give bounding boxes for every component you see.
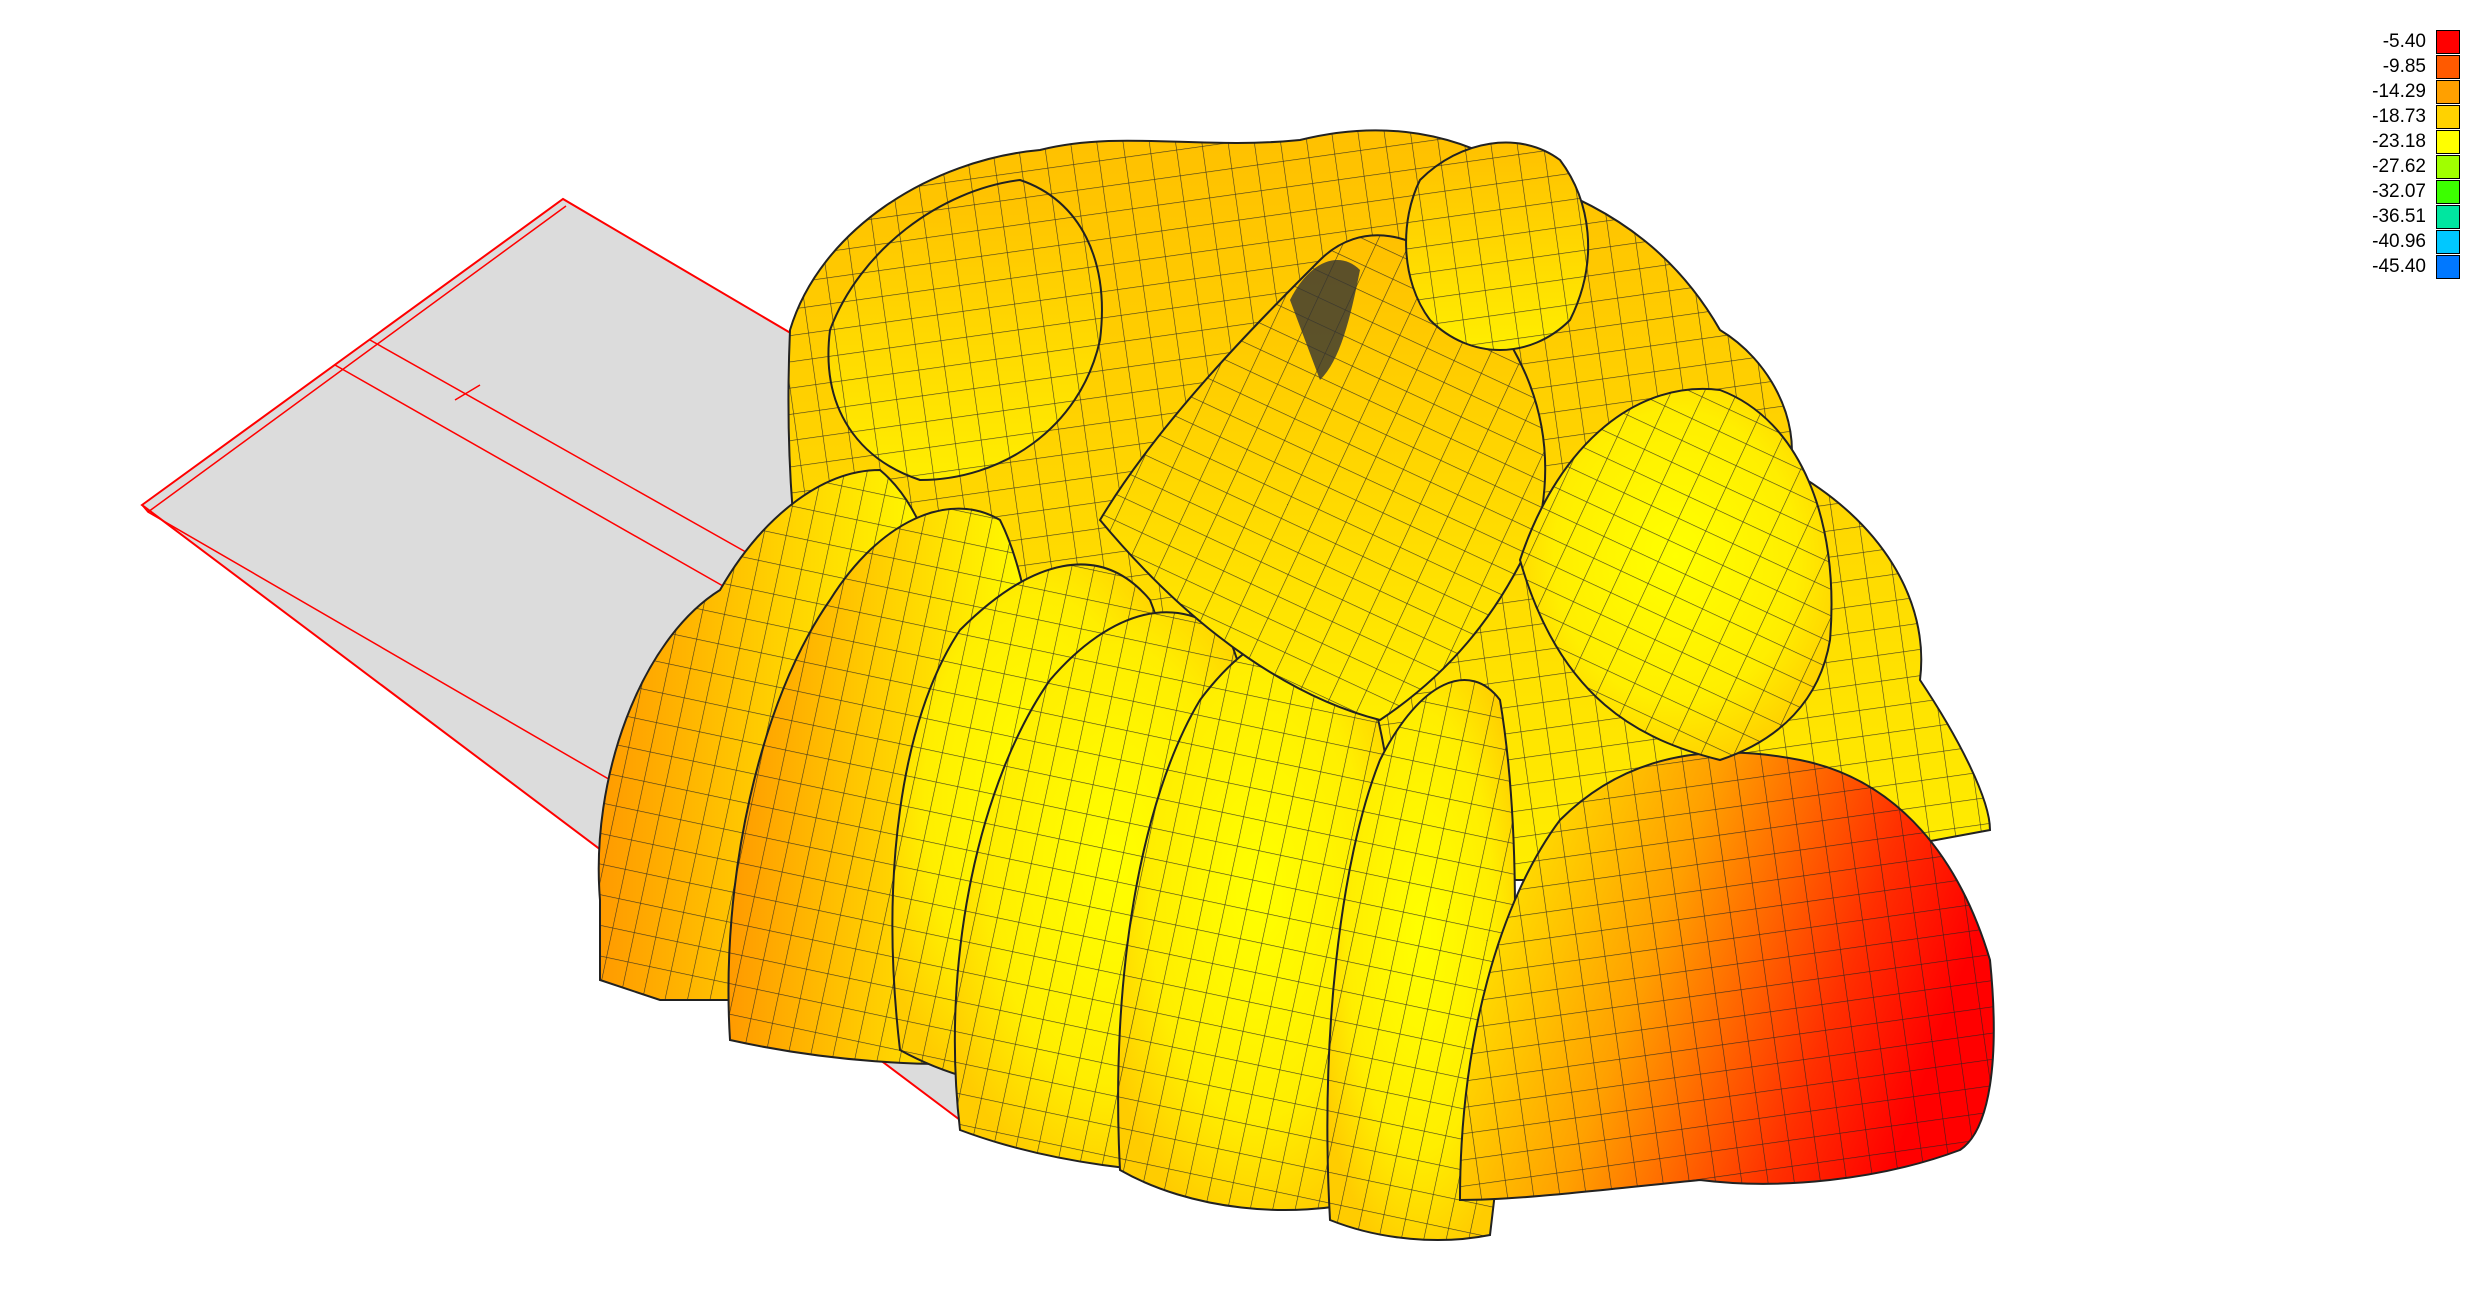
ground-plane-line-2: [334, 364, 731, 591]
legend-entry-swatch: [2436, 130, 2460, 154]
legend-entry-label: -40.96: [2372, 231, 2426, 252]
legend-entry-label: -18.73: [2372, 106, 2426, 127]
legend-entry-label: -32.07: [2372, 181, 2426, 202]
legend-entry-swatch: [2436, 30, 2460, 54]
legend-entry-label: -36.51: [2372, 206, 2426, 227]
legend-entry: -40.96: [2350, 230, 2460, 255]
legend-entry-label: -9.85: [2382, 56, 2426, 77]
legend-entry: -23.18: [2350, 130, 2460, 155]
legend-entry-swatch: [2436, 105, 2460, 129]
legend-entry: -14.29: [2350, 80, 2460, 105]
legend-entry-swatch: [2436, 230, 2460, 254]
ground-plane-line-3: [454, 384, 481, 401]
legend-entry-swatch: [2436, 180, 2460, 204]
legend-entry-swatch: [2436, 155, 2460, 179]
legend-entry-swatch: [2436, 255, 2460, 279]
deformed-mesh-shape: [597, 129, 1995, 1241]
legend-entry-swatch: [2436, 80, 2460, 104]
legend-entry-label: -14.29: [2372, 81, 2426, 102]
legend-entry-swatch: [2436, 55, 2460, 79]
legend-entry: -45.40: [2350, 255, 2460, 280]
legend-entry-label: -27.62: [2372, 156, 2426, 177]
legend-entry-label: -5.40: [2382, 31, 2426, 52]
legend-entry-label: -45.40: [2372, 256, 2426, 277]
ground-plane-line-1: [369, 339, 761, 561]
legend-entry: -36.51: [2350, 205, 2460, 230]
mesh-dense-fold: [1290, 260, 1360, 380]
legend-entry: -5.40: [2350, 30, 2460, 55]
legend-entry-swatch: [2436, 205, 2460, 229]
ground-plane-edge-inner: [147, 205, 567, 513]
legend-entry: -18.73: [2350, 105, 2460, 130]
ground-plane-line-4: [141, 504, 801, 891]
legend-entry-label: -23.18: [2372, 131, 2426, 152]
color-legend: -5.40 -9.85 -14.29 -18.73 -23.18 -27.62 -32.07…: [2350, 30, 2460, 280]
legend-entry: -27.62: [2350, 155, 2460, 180]
legend-entry: -9.85: [2350, 55, 2460, 80]
legend-entry: -32.07: [2350, 180, 2460, 205]
